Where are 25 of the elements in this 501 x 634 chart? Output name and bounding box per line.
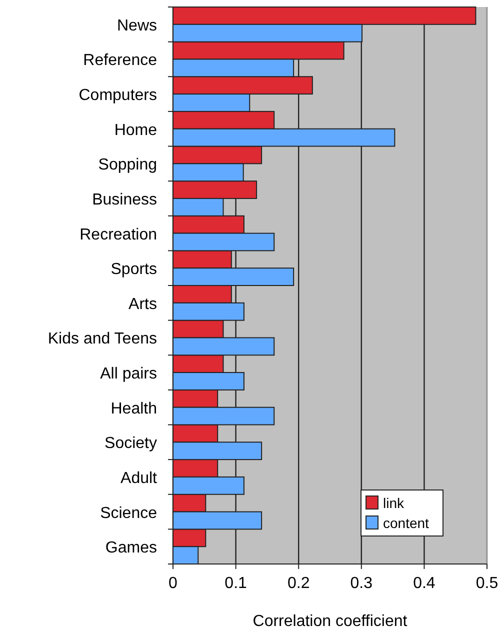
legend-label: link: [383, 495, 406, 511]
x-tick-label: 0.3: [350, 575, 373, 592]
x-tick-label: 0.1: [224, 575, 248, 592]
x-tick-label: 0: [168, 575, 178, 592]
legend-label: content: [383, 515, 430, 531]
y-tick-label: Sports: [110, 261, 157, 278]
y-tick-label: All pairs: [100, 366, 157, 383]
y-tick-label: Science: [100, 504, 158, 522]
y-tick-label: Recreation: [80, 226, 157, 244]
y-tick-label: Reference: [83, 52, 158, 70]
x-axis-title: Correlation coefficient: [252, 613, 408, 630]
y-tick-label: Games: [105, 540, 157, 557]
y-tick-label: Health: [110, 400, 157, 418]
y-tick-label: Kids and Teens: [48, 330, 157, 348]
y-tick-label: Computers: [78, 87, 157, 104]
y-tick-label: Adult: [120, 470, 158, 487]
y-tick-label: Sopping: [98, 156, 157, 174]
x-tick-label: 0.2: [287, 575, 310, 592]
y-tick-label: Home: [114, 122, 158, 139]
x-tick-label: 0.4: [413, 575, 436, 592]
y-tick-label: News: [116, 17, 157, 34]
y-tick-label: Society: [104, 435, 157, 452]
x-tick-label: 0.5: [476, 575, 498, 592]
y-tick-label: Arts: [128, 296, 157, 313]
y-tick-label: Business: [92, 191, 157, 208]
